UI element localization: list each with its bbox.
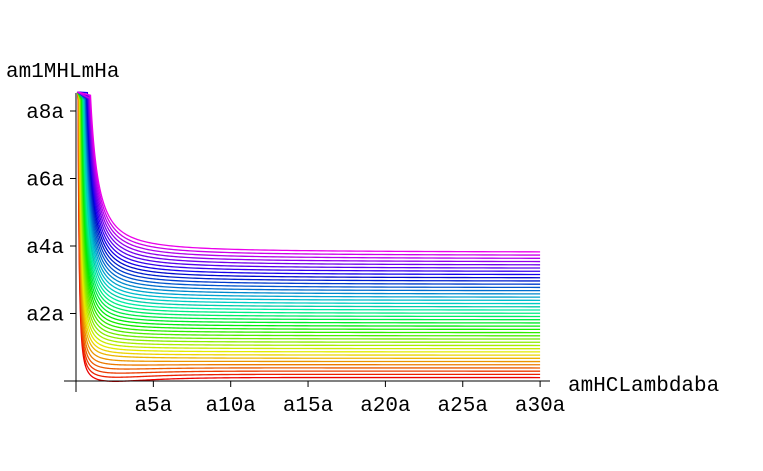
y-tick-label-3: a8a [26, 102, 64, 125]
series-line-22 [77, 91, 541, 308]
series-line-20 [77, 91, 541, 314]
series-line-33 [77, 91, 541, 272]
series-line-28 [77, 91, 541, 289]
series-line-34 [77, 91, 541, 269]
series-line-4 [76, 91, 541, 366]
series-line-27 [77, 91, 541, 292]
series-line-36 [77, 91, 541, 263]
x-tick-label-1: a10a [205, 395, 255, 418]
series-line-0 [76, 91, 541, 382]
series-line-37 [77, 91, 541, 259]
y-ticks-group: a2a a4a a6a a8a [26, 102, 76, 328]
x-tick-label-0: a5a [134, 395, 172, 418]
series-line-6 [76, 91, 541, 359]
series-line-30 [77, 91, 541, 282]
series-line-15 [77, 91, 541, 331]
series-line-21 [77, 91, 541, 311]
series-line-19 [77, 91, 541, 318]
series-line-32 [77, 91, 541, 276]
series-line-9 [76, 91, 541, 350]
x-ticks-group: a5a a10a a15a a20a a25a a30a [134, 381, 565, 418]
x-axis-label: amHCLambdaba [568, 375, 719, 398]
series-line-10 [76, 91, 541, 347]
series-line-3 [76, 91, 541, 370]
series-line-11 [76, 91, 541, 343]
series-line-13 [77, 91, 541, 337]
series-line-31 [77, 91, 541, 279]
series-line-17 [77, 91, 541, 324]
series-line-5 [77, 91, 541, 363]
series-line-1 [76, 91, 541, 378]
x-tick-label-2: a15a [283, 395, 333, 418]
series-line-18 [77, 91, 541, 321]
series-line-35 [77, 91, 541, 266]
series-line-7 [77, 91, 541, 356]
y-tick-label-2: a6a [26, 170, 64, 193]
series-line-29 [77, 91, 541, 285]
y-tick-label-1: a4a [26, 237, 64, 260]
series-line-25 [77, 91, 541, 298]
series-line-38 [77, 91, 541, 256]
x-tick-label-5: a30a [515, 395, 565, 418]
x-tick-label-4: a25a [438, 395, 488, 418]
series-line-39 [77, 91, 541, 253]
axes-group [64, 93, 550, 392]
y-tick-label-0: a2a [26, 305, 64, 328]
x-tick-label-3: a20a [360, 395, 410, 418]
series-line-24 [77, 91, 541, 301]
series-line-12 [76, 91, 541, 340]
series-line-26 [77, 91, 541, 295]
series-line-8 [76, 91, 541, 353]
series-line-14 [76, 91, 541, 334]
y-axis-label: am1MHLmHa [6, 61, 119, 84]
curves-group [76, 91, 541, 382]
series-line-16 [76, 91, 541, 327]
series-line-23 [77, 91, 541, 305]
